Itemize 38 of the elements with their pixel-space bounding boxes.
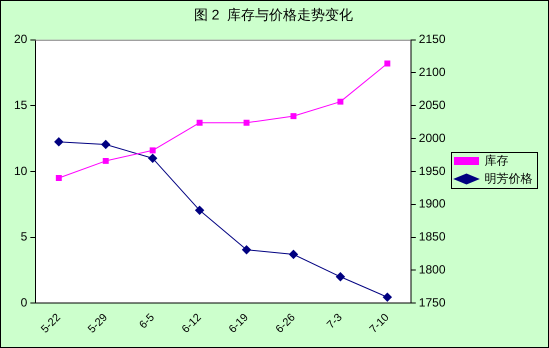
chart-title: 图 2 库存与价格走势变化: [194, 6, 354, 22]
point: [288, 250, 298, 259]
point: [148, 154, 158, 163]
y2-tick-label: 2100: [418, 65, 446, 80]
point: [242, 245, 252, 254]
x-tick-label: 7-3: [324, 312, 345, 332]
y-tick-label: 0: [20, 295, 28, 310]
y2-tick-label: 2050: [418, 98, 446, 112]
y2-tick-label: 2150: [418, 32, 446, 46]
y2-tick-label: 1750: [418, 295, 446, 310]
point: [382, 292, 392, 302]
point: [54, 137, 64, 146]
y-tick-label: 20: [14, 32, 28, 46]
point: [102, 158, 109, 164]
point: [196, 120, 203, 126]
point: [336, 272, 345, 282]
x-tick-label: 6-5: [137, 312, 157, 332]
point: [101, 140, 110, 149]
y2-tick-label: 2000: [418, 130, 446, 145]
y-tick-label: 10: [14, 164, 28, 178]
y2-tick-label: 1850: [418, 230, 446, 244]
point: [384, 60, 390, 66]
y2-tick-label: 1950: [418, 164, 446, 178]
point: [150, 147, 156, 154]
x-tick-label: 5-29: [86, 312, 110, 336]
y2-tick-label: 1900: [418, 196, 446, 211]
point: [337, 98, 344, 105]
y-tick-label: 15: [14, 98, 28, 112]
point: [290, 113, 296, 120]
point: [244, 120, 250, 126]
y2-tick-label: 1800: [418, 262, 446, 276]
legend-label: 库存: [484, 153, 508, 168]
y-tick-label: 5: [20, 230, 28, 244]
x-tick-label: 6-19: [226, 312, 251, 336]
point: [195, 206, 204, 215]
point: [56, 175, 62, 182]
legend-label: 明芳价格: [484, 171, 532, 186]
x-tick-label: 7-10: [368, 312, 392, 336]
